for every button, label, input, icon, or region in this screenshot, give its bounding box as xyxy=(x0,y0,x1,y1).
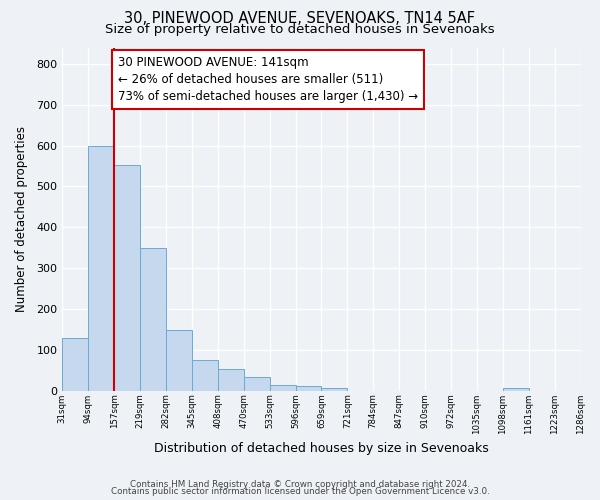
Bar xyxy=(296,386,322,390)
Bar xyxy=(62,338,88,390)
Text: 30 PINEWOOD AVENUE: 141sqm
← 26% of detached houses are smaller (511)
73% of sem: 30 PINEWOOD AVENUE: 141sqm ← 26% of deta… xyxy=(118,56,418,102)
Bar xyxy=(140,248,166,390)
X-axis label: Distribution of detached houses by size in Sevenoaks: Distribution of detached houses by size … xyxy=(154,442,489,455)
Bar xyxy=(269,385,296,390)
Text: Contains public sector information licensed under the Open Government Licence v3: Contains public sector information licen… xyxy=(110,487,490,496)
Text: Contains HM Land Registry data © Crown copyright and database right 2024.: Contains HM Land Registry data © Crown c… xyxy=(130,480,470,489)
Bar xyxy=(114,164,140,390)
Y-axis label: Number of detached properties: Number of detached properties xyxy=(15,126,28,312)
Bar xyxy=(218,370,244,390)
Bar xyxy=(503,388,529,390)
Bar xyxy=(244,377,269,390)
Text: 30, PINEWOOD AVENUE, SEVENOAKS, TN14 5AF: 30, PINEWOOD AVENUE, SEVENOAKS, TN14 5AF xyxy=(125,11,476,26)
Bar xyxy=(88,146,114,390)
Text: Size of property relative to detached houses in Sevenoaks: Size of property relative to detached ho… xyxy=(105,22,495,36)
Bar xyxy=(322,388,347,390)
Bar xyxy=(192,360,218,390)
Bar xyxy=(166,330,192,390)
